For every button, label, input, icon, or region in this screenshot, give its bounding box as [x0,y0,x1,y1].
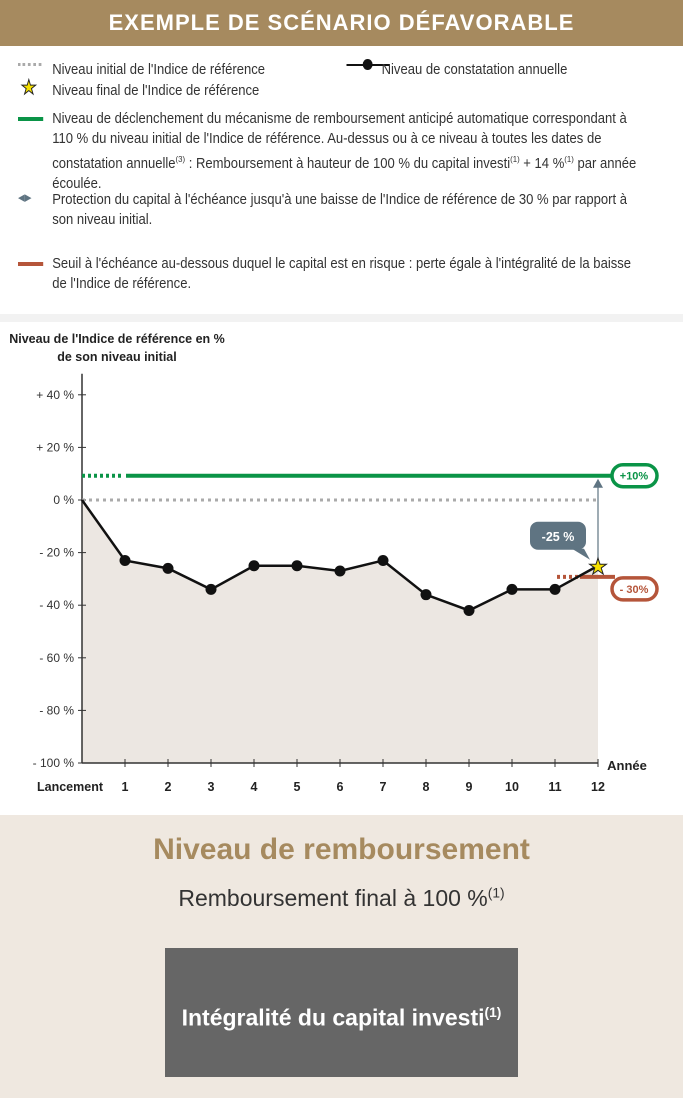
bubble-tail [572,548,590,560]
barrier-badge [610,576,659,602]
trigger-legend-icon [18,117,44,121]
x-tick-label: 6 [337,780,344,794]
data-point [334,565,346,577]
initial-level-legend-icon [18,63,42,66]
data-point [463,604,475,616]
barrier-badge-label: - 30% [620,584,649,596]
data-point [506,583,518,595]
separator [0,314,683,322]
data-point [377,554,389,566]
y-tick-label: + 20 % [36,440,74,454]
legend-annual: Niveau de constatation annuelle [381,62,568,78]
trigger-badge-label: +10% [620,471,649,483]
legend-initial: Niveau initial de l'Indice de référence [52,62,266,78]
final-value-bubble [530,521,586,550]
data-point [291,560,303,572]
chart-title-line1: Niveau de l'Indice de référence en % [9,332,225,346]
legend-trigger: Niveau de déclenchement du mécanisme de … [52,111,637,192]
chart: Niveau de l'Indice de référence en % de … [9,332,659,794]
x-axis-label: Année [607,758,647,773]
x-tick-label: 1 [122,780,129,794]
y-tick-label: - 60 % [39,651,74,665]
x-tick-label: 4 [251,780,258,794]
legend-protection: Protection du capital à l'échéance jusqu… [52,192,628,228]
y-tick-label: 0 % [53,493,74,507]
y-tick-label: - 20 % [39,546,74,560]
star-icon: ★ [20,77,37,99]
data-point [119,554,131,566]
y-tick-label: - 100 % [33,756,75,770]
x-tick-label: 10 [505,780,519,794]
area-fill [82,500,598,763]
legend-threshold: Seuil à l'échéance au-dessous duquel le … [52,256,632,292]
x-tick-label: Lancement [37,780,104,794]
arrow-head-icon [593,478,603,488]
data-point [205,583,217,595]
y-tick-label: - 40 % [39,598,74,612]
annual-level-legend-icon [346,59,390,71]
x-tick-label: 3 [208,780,215,794]
trigger-badge [610,462,659,489]
double-arrow-icon: ◂▸ [18,189,32,206]
x-tick-label: 12 [591,780,605,794]
data-point [248,560,260,572]
x-tick-label: 8 [423,780,430,794]
y-tick-label: + 40 % [36,388,74,402]
final-value-label: -25 % [542,530,575,544]
x-tick-label: 7 [380,780,387,794]
legend: Niveau initial de l'Indice de référence … [0,46,636,316]
y-tick-label: - 80 % [39,703,74,717]
result-box: Intégralité du capital investi(1) [165,948,518,1077]
x-tick-label: 2 [165,780,172,794]
result-panel: Niveau de remboursement Remboursement fi… [0,815,683,1098]
data-point [549,583,561,595]
page-title: EXEMPLE DE SCÉNARIO DÉFAVORABLE [0,0,683,46]
chart-title-line2: de son niveau initial [57,350,176,364]
x-tick-label: 11 [548,780,561,794]
data-point [420,589,432,601]
result-title: Niveau de remboursement [153,833,530,866]
legend-final: Niveau final de l'Indice de référence [52,83,260,99]
result-subtitle: Remboursement final à 100 %(1) [178,885,505,911]
star-icon: ★ [588,554,608,579]
x-tick-label: 9 [466,780,473,794]
x-tick-label: 5 [294,780,301,794]
barrier-legend-icon [18,262,44,266]
data-point [162,562,174,574]
